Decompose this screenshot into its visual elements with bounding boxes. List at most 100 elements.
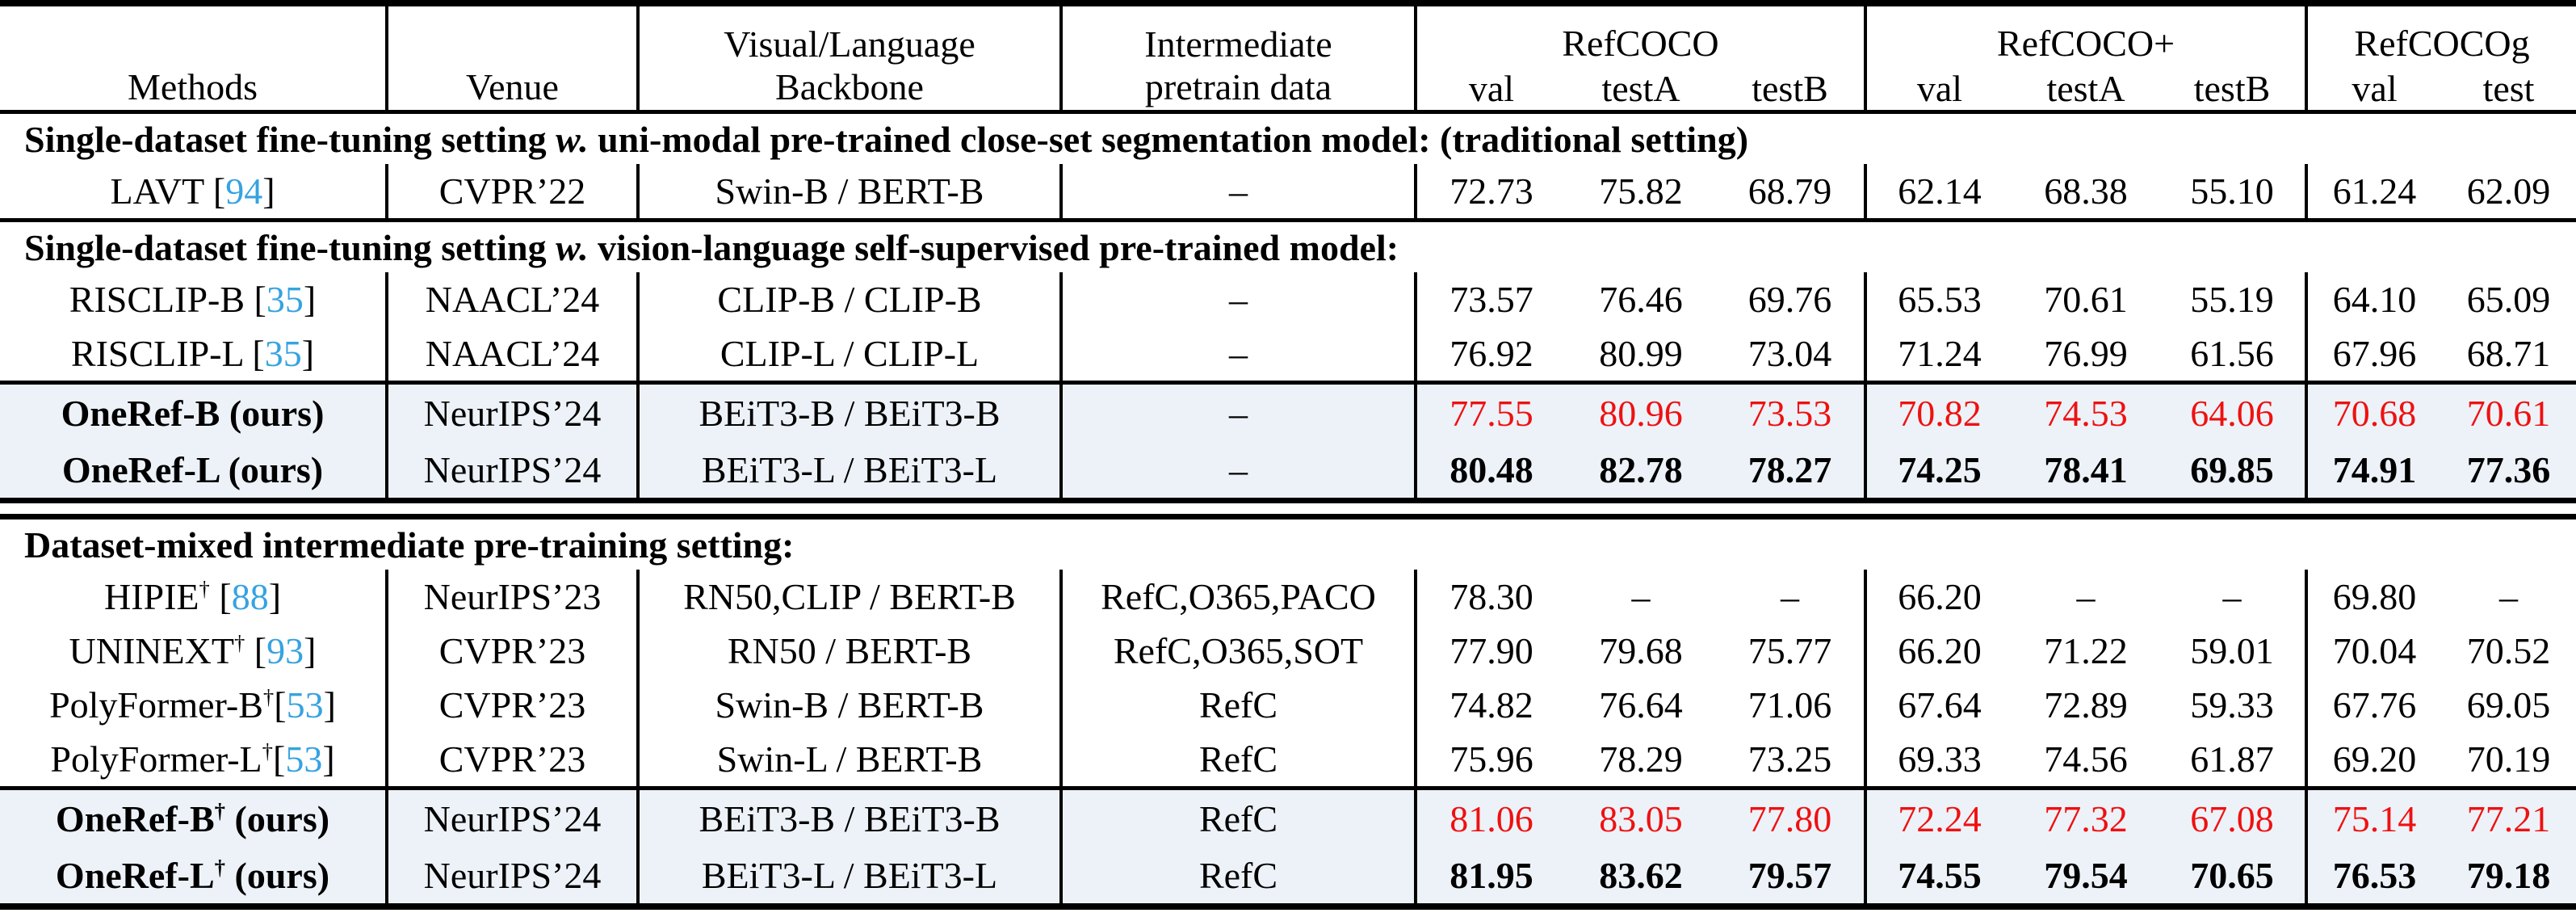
- dagger-mark: †: [262, 684, 275, 709]
- section-header-text: uni-modal pre-trained close-set segmenta…: [588, 118, 1749, 160]
- score-cell: 64.06: [2190, 392, 2274, 434]
- score-cell: 64.10: [2305, 272, 2442, 326]
- venue-cell: CVPR’23: [385, 624, 638, 678]
- col-group-refcoco-plus: RefCOCO+: [1863, 3, 2307, 66]
- citation-link[interactable]: 53: [285, 738, 323, 780]
- header-row-groups: Methods Venue Visual/Language Backbone I…: [0, 3, 2576, 114]
- venue-cell: NeurIPS’24: [385, 441, 638, 501]
- method-name: OneRef-B: [55, 797, 215, 839]
- score-cell: 70.82: [1864, 385, 2012, 441]
- score-cell: 73.57: [1414, 272, 1566, 326]
- table-row: OneRef-L (ours) NeurIPS’24 BEiT3-L / BEiT3…: [0, 441, 2576, 501]
- score-cell: 61.56: [2190, 333, 2274, 374]
- score-cell: 62.14: [1864, 164, 2012, 221]
- citation-link[interactable]: 88: [231, 576, 269, 617]
- score-cell: 77.36: [2466, 448, 2551, 490]
- method-cell: OneRef-B (ours): [61, 392, 325, 434]
- citation-link[interactable]: 94: [225, 170, 263, 212]
- score-cell: 72.73: [1414, 164, 1566, 221]
- col-refcoco-testA: testA: [1566, 66, 1716, 114]
- score-cell: 78.27: [1747, 448, 1832, 490]
- method-cell: PolyFormer-B†[53]: [49, 684, 336, 726]
- backbone-cell: CLIP-B / CLIP-B: [636, 272, 1061, 326]
- section-header-italic-part: w.: [556, 118, 589, 160]
- score-cell: 77.21: [2466, 797, 2551, 839]
- score-cell: –: [1631, 576, 1651, 617]
- backbone-cell: CLIP-L / CLIP-L: [636, 326, 1061, 383]
- backbone-cell: Swin-L / BERT-B: [636, 732, 1061, 789]
- score-cell: 70.61: [2044, 279, 2128, 320]
- score-cell: 69.33: [1864, 732, 2012, 789]
- score-cell: 74.25: [1864, 441, 2012, 501]
- section-header-text: vision-language self-supervised pre-trai…: [588, 226, 1399, 268]
- section-header-text: Single-dataset fine-tuning setting: [24, 226, 556, 268]
- pretrain-data-cell: RefC,O365,SOT: [1059, 624, 1416, 678]
- method-name: HIPIE: [103, 576, 199, 617]
- col-refcoco-testB: testB: [1716, 66, 1865, 114]
- dagger-mark: †: [233, 630, 245, 655]
- score-cell: 69.76: [1747, 279, 1832, 320]
- col-header-venue: Venue: [385, 3, 638, 114]
- score-cell: 71.24: [1864, 326, 2012, 383]
- method-cell: UNINEXT† [93]: [69, 630, 317, 671]
- score-cell: 74.55: [1864, 847, 2012, 906]
- citation-link[interactable]: 35: [266, 279, 304, 320]
- score-cell: 75.14: [2305, 790, 2442, 847]
- table-row: OneRef-L† (ours) NeurIPS’24 BEiT3-L / BEiT…: [0, 847, 2576, 906]
- venue-cell: NeurIPS’24: [385, 790, 638, 847]
- score-cell: 72.24: [1864, 790, 2012, 847]
- table-row: PolyFormer-B†[53] CVPR’23 Swin-B / BERT-B R…: [0, 678, 2576, 732]
- venue-cell: NeurIPS’23: [385, 570, 638, 624]
- score-cell: 78.30: [1414, 570, 1566, 624]
- pretrain-data-cell: RefC,O365,PACO: [1059, 570, 1416, 624]
- citation-link[interactable]: 53: [286, 684, 324, 726]
- score-cell: 66.20: [1864, 624, 2012, 678]
- backbone-cell: RN50 / BERT-B: [636, 624, 1061, 678]
- backbone-cell: RN50,CLIP / BERT-B: [636, 570, 1061, 624]
- score-cell: 79.68: [1599, 630, 1683, 671]
- score-cell: 80.96: [1599, 392, 1683, 434]
- citation-link[interactable]: 35: [264, 333, 302, 374]
- col-header-methods: Methods: [0, 3, 387, 114]
- pretrain-data-cell: RefC: [1059, 732, 1416, 789]
- section-header: Single-dataset fine-tuning setting w. vi…: [0, 222, 2576, 272]
- method-cell: LAVT [94]: [110, 170, 275, 212]
- citation-link[interactable]: 93: [266, 630, 304, 671]
- col-header-backbone-line1: Visual/Language: [724, 23, 975, 65]
- method-cell: OneRef-L† (ours): [55, 854, 330, 896]
- score-cell: 59.33: [2190, 684, 2274, 726]
- backbone-cell: BEiT3-L / BEiT3-L: [636, 441, 1061, 501]
- table-row: UNINEXT† [93] CVPR’23 RN50 / BERT-B RefC,O3…: [0, 624, 2576, 678]
- section-header-italic-part: w.: [556, 226, 589, 268]
- score-cell: –: [2499, 576, 2519, 617]
- score-cell: 70.68: [2305, 385, 2442, 441]
- score-cell: 68.38: [2044, 170, 2128, 212]
- pretrain-data-cell: –: [1059, 164, 1416, 221]
- score-cell: 77.90: [1414, 624, 1566, 678]
- score-cell: 76.92: [1414, 326, 1566, 383]
- score-cell: 70.52: [2466, 630, 2551, 671]
- separator-rule-bar: [0, 498, 2576, 519]
- score-cell: 75.82: [1599, 170, 1683, 212]
- method-name: OneRef-B: [61, 392, 220, 434]
- score-cell: 76.99: [2044, 333, 2128, 374]
- method-cell: OneRef-L (ours): [61, 448, 324, 490]
- score-cell: 61.87: [2190, 738, 2274, 780]
- method-cell: RISCLIP-L [35]: [70, 333, 315, 374]
- venue-cell: CVPR’23: [385, 678, 638, 732]
- method-cell: HIPIE† [88]: [103, 576, 282, 617]
- score-cell: –: [1781, 576, 1799, 617]
- score-cell: 55.19: [2190, 279, 2274, 320]
- col-header-pretrain-line2: pretrain data: [1144, 66, 1332, 107]
- score-cell: 67.76: [2305, 678, 2442, 732]
- score-cell: 69.05: [2466, 684, 2551, 726]
- method-name: OneRef-L: [61, 448, 220, 490]
- score-cell: 80.99: [1599, 333, 1683, 374]
- score-cell: 69.85: [2190, 448, 2274, 490]
- score-cell: 55.10: [2190, 170, 2274, 212]
- score-cell: 73.53: [1747, 392, 1832, 434]
- pretrain-data-cell: –: [1059, 441, 1416, 501]
- score-cell: 81.95: [1414, 847, 1566, 906]
- method-cell: PolyFormer-L†[53]: [50, 738, 335, 780]
